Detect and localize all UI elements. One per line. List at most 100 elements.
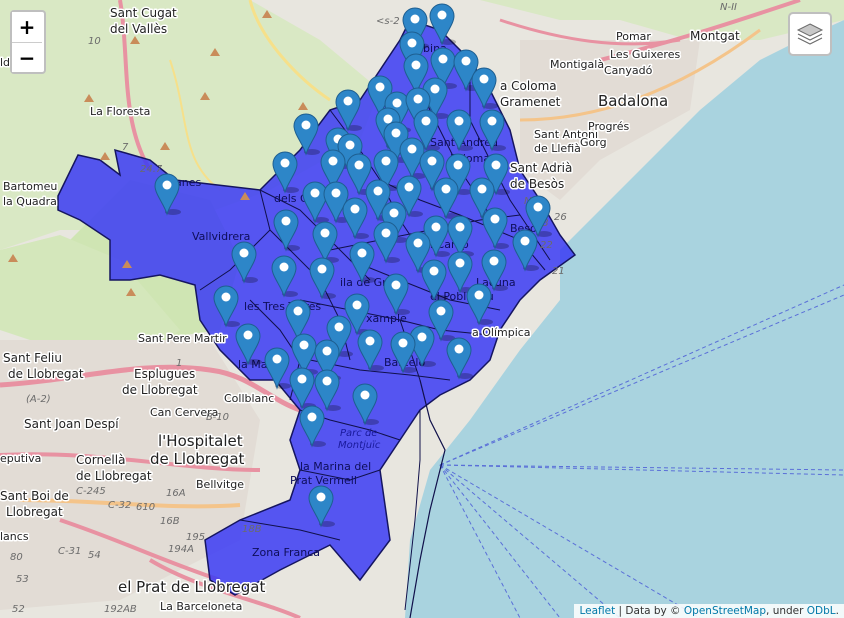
marker-icon[interactable] xyxy=(326,315,352,358)
map-marker-pin[interactable] xyxy=(271,255,298,298)
leaflet-link[interactable]: Leaflet xyxy=(579,605,616,617)
map-marker-pin[interactable] xyxy=(235,323,262,366)
map-marker-pin[interactable] xyxy=(309,257,336,300)
map-marker-pin[interactable] xyxy=(335,89,362,132)
zoom-out-button[interactable]: − xyxy=(12,42,42,72)
map-marker-pin[interactable] xyxy=(421,259,448,302)
marker-icon[interactable] xyxy=(466,283,492,326)
map-marker-pin[interactable] xyxy=(154,173,181,216)
marker-icon[interactable] xyxy=(314,369,340,412)
marker-icon[interactable] xyxy=(396,175,422,218)
marker-icon[interactable] xyxy=(272,151,298,194)
marker-icon[interactable] xyxy=(335,89,361,132)
marker-icon[interactable] xyxy=(352,383,378,426)
layers-control-button[interactable] xyxy=(788,12,832,56)
marker-icon[interactable] xyxy=(302,181,328,224)
map-marker-pin[interactable] xyxy=(213,285,240,328)
marker-icon[interactable] xyxy=(481,249,507,292)
map-marker-pin[interactable] xyxy=(429,3,456,46)
map-marker-pin[interactable] xyxy=(352,383,379,426)
map-marker-pin[interactable] xyxy=(445,153,472,196)
map-marker-pin[interactable] xyxy=(482,207,509,250)
marker-icon[interactable] xyxy=(213,285,239,328)
map-marker-pin[interactable] xyxy=(312,221,339,264)
marker-icon[interactable] xyxy=(373,149,399,192)
map-marker-pin[interactable] xyxy=(272,151,299,194)
marker-icon[interactable] xyxy=(291,333,317,376)
marker-icon[interactable] xyxy=(346,153,372,196)
map-marker-pin[interactable] xyxy=(446,109,473,152)
map-marker-pin[interactable] xyxy=(471,67,498,110)
marker-icon[interactable] xyxy=(405,231,431,274)
map-marker-pin[interactable] xyxy=(299,405,326,448)
marker-icon[interactable] xyxy=(512,229,538,272)
marker-icon[interactable] xyxy=(264,347,290,390)
zoom-in-button[interactable]: + xyxy=(12,12,42,42)
map-marker-pin[interactable] xyxy=(231,241,258,284)
map-marker-pin[interactable] xyxy=(413,109,440,152)
marker-icon[interactable] xyxy=(293,113,319,156)
marker-icon[interactable] xyxy=(235,323,261,366)
map-marker-pin[interactable] xyxy=(447,251,474,294)
map-marker-pin[interactable] xyxy=(326,315,353,358)
marker-icon[interactable] xyxy=(471,67,497,110)
marker-icon[interactable] xyxy=(428,299,454,342)
map-marker-pin[interactable] xyxy=(349,241,376,284)
marker-icon[interactable] xyxy=(446,337,472,380)
marker-icon[interactable] xyxy=(390,331,416,374)
marker-icon[interactable] xyxy=(342,197,368,240)
map-marker-pin[interactable] xyxy=(390,331,417,374)
map-marker-pin[interactable] xyxy=(409,325,436,368)
map-marker-pin[interactable] xyxy=(447,215,474,258)
marker-icon[interactable] xyxy=(482,207,508,250)
map-marker-pin[interactable] xyxy=(433,177,460,220)
map-marker-pin[interactable] xyxy=(423,215,450,258)
map-marker-pin[interactable] xyxy=(396,175,423,218)
map-marker-pin[interactable] xyxy=(479,109,506,152)
marker-icon[interactable] xyxy=(429,3,455,46)
marker-icon[interactable] xyxy=(231,241,257,284)
osm-link[interactable]: OpenStreetMap xyxy=(683,605,767,617)
marker-icon[interactable] xyxy=(469,177,495,220)
marker-icon[interactable] xyxy=(308,485,334,528)
marker-icon[interactable] xyxy=(430,47,456,90)
marker-icon[interactable] xyxy=(399,31,425,74)
marker-icon[interactable] xyxy=(344,293,370,336)
marker-icon[interactable] xyxy=(433,177,459,220)
marker-icon[interactable] xyxy=(357,329,383,372)
marker-icon[interactable] xyxy=(383,273,409,316)
marker-icon[interactable] xyxy=(320,149,346,192)
marker-icon[interactable] xyxy=(445,153,471,196)
marker-icon[interactable] xyxy=(483,153,509,196)
marker-icon[interactable] xyxy=(373,221,399,264)
marker-icon[interactable] xyxy=(365,179,391,222)
marker-icon[interactable] xyxy=(154,173,180,216)
marker-icon[interactable] xyxy=(479,109,505,152)
marker-icon[interactable] xyxy=(402,7,428,50)
map-marker-pin[interactable] xyxy=(373,221,400,264)
marker-icon[interactable] xyxy=(446,109,472,152)
map-marker-pin[interactable] xyxy=(357,329,384,372)
map-marker-pin[interactable] xyxy=(483,153,510,196)
marker-icon[interactable] xyxy=(413,109,439,152)
marker-icon[interactable] xyxy=(525,195,551,238)
marker-icon[interactable] xyxy=(299,405,325,448)
map-marker-pin[interactable] xyxy=(525,195,552,238)
marker-icon[interactable] xyxy=(271,255,297,298)
marker-icon[interactable] xyxy=(419,149,445,192)
marker-icon[interactable] xyxy=(289,367,315,410)
marker-icon[interactable] xyxy=(403,53,429,96)
map-marker-pin[interactable] xyxy=(302,181,329,224)
marker-icon[interactable] xyxy=(312,221,338,264)
map-marker-pin[interactable] xyxy=(293,113,320,156)
marker-icon[interactable] xyxy=(273,209,299,252)
map-marker-pin[interactable] xyxy=(446,337,473,380)
map-marker-pin[interactable] xyxy=(264,347,291,390)
marker-icon[interactable] xyxy=(285,299,311,342)
map-marker-pin[interactable] xyxy=(481,249,508,292)
map-marker-pin[interactable] xyxy=(314,369,341,412)
map-marker-pin[interactable] xyxy=(466,283,493,326)
